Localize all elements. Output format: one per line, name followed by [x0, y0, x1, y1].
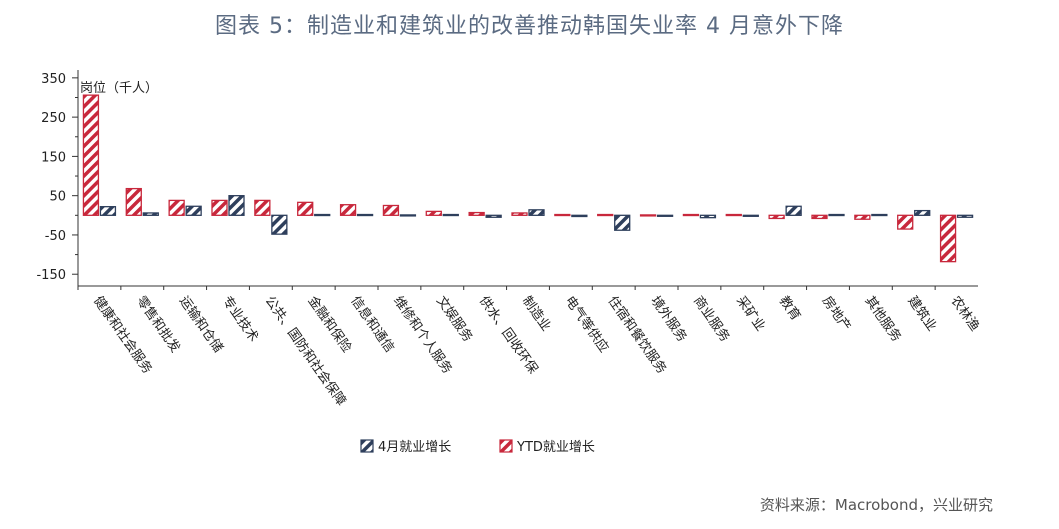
category-label: 教育 — [776, 293, 804, 323]
bar-ytd — [297, 201, 314, 216]
bar-april — [399, 214, 417, 217]
legend-swatch-april — [360, 439, 374, 453]
bar-april — [99, 206, 117, 216]
bar-april — [228, 195, 245, 216]
bar-april — [699, 214, 717, 219]
chart-axes: 350 250 150 50 -50 -150 — [36, 70, 978, 290]
bar-ytd — [639, 214, 657, 217]
bar-april — [314, 213, 331, 217]
bar-april — [142, 212, 159, 216]
bar-ytd — [597, 213, 614, 217]
legend-swatch-ytd — [499, 439, 513, 453]
category-label: 境外服务 — [647, 293, 690, 345]
bar-ytd — [468, 211, 485, 216]
bar-april — [571, 214, 588, 218]
bar-april — [656, 214, 674, 217]
bar-ytd — [168, 199, 185, 216]
bar-april — [271, 214, 288, 235]
bar-april — [528, 209, 545, 216]
bar-ytd — [768, 214, 785, 220]
category-label: 金融和保险 — [304, 293, 354, 355]
y-tick-label: 350 — [41, 72, 66, 87]
bar-ytd — [211, 199, 228, 216]
y-axis-label: 岗位（千人） — [80, 81, 158, 96]
bar-april — [914, 209, 931, 216]
category-label: 其他服务 — [862, 293, 905, 345]
bar-april — [742, 214, 759, 217]
bar-april — [828, 213, 845, 217]
category-label: 文娱服务 — [433, 293, 476, 345]
bar-ytd — [339, 204, 357, 216]
bar-ytd — [854, 214, 871, 220]
bar-april — [871, 213, 888, 217]
bar-april — [485, 214, 502, 218]
bar-april — [442, 213, 459, 217]
chart-bars — [82, 94, 974, 263]
bar-ytd — [382, 204, 400, 216]
bar-ytd — [811, 214, 828, 220]
bar-ytd — [725, 213, 742, 217]
bar-ytd — [554, 213, 571, 217]
bar-april — [614, 214, 631, 231]
category-label: 农林渔 — [947, 294, 982, 335]
category-label: 信息和通信 — [347, 293, 397, 355]
category-label: 商业服务 — [690, 293, 733, 345]
y-tick-label: -150 — [36, 268, 66, 283]
source-note: 资料来源：Macrobond，兴业研究 — [759, 496, 993, 514]
bar-april — [785, 205, 802, 216]
chart-legend: 4月就业增长 YTD就业增长 — [360, 439, 595, 455]
y-tick-label: 250 — [41, 111, 66, 126]
category-label: 房地产 — [819, 293, 854, 334]
category-label: 采矿业 — [733, 294, 768, 335]
y-tick-label: -50 — [45, 229, 66, 244]
bar-ytd — [939, 214, 957, 263]
legend-label-ytd: YTD就业增长 — [516, 440, 595, 455]
y-tick-label: 150 — [41, 150, 66, 165]
bar-april — [185, 205, 202, 216]
legend-label-april: 4月就业增长 — [378, 440, 451, 455]
bar-ytd — [82, 94, 100, 216]
bar-ytd — [125, 187, 142, 216]
bar-april — [356, 213, 374, 217]
bar-ytd — [897, 214, 914, 230]
category-label: 专业技术 — [219, 294, 261, 345]
category-label: 电气等供应 — [562, 293, 612, 355]
bar-ytd — [511, 212, 528, 216]
bar-ytd — [254, 199, 271, 216]
category-label: 零售和批发 — [133, 293, 183, 355]
category-label: 运输和仓储 — [176, 293, 226, 355]
chart-title: 图表 5：制造业和建筑业的改善推动韩国失业率 4 月意外下降 — [215, 14, 844, 39]
bar-ytd — [682, 213, 700, 217]
bar-ytd — [425, 210, 442, 216]
category-label: 制造业 — [519, 294, 554, 335]
category-label: 公共、国防和社会保障 — [262, 293, 350, 409]
bar-april — [956, 214, 974, 218]
category-label: 建筑业 — [904, 293, 939, 334]
y-tick-label: 50 — [49, 190, 66, 205]
